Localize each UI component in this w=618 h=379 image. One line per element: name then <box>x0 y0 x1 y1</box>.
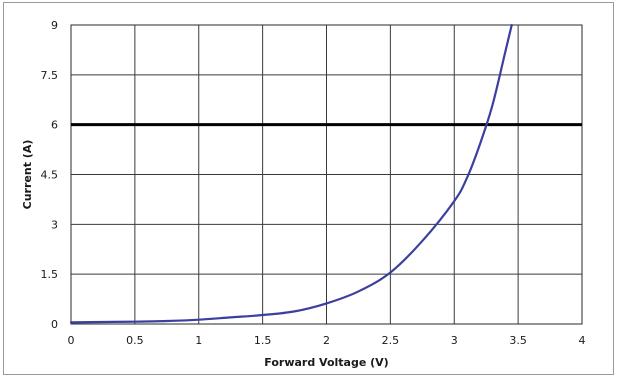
y-tick-label: 3 <box>51 218 58 231</box>
y-tick-labels: 0 1.5 3 4.5 6 7.5 9 <box>41 19 59 331</box>
x-tick-label: 4 <box>579 334 586 347</box>
x-tick-label: 0 <box>68 334 75 347</box>
x-tick-label: 1 <box>195 334 202 347</box>
y-tick-label: 6 <box>51 119 58 132</box>
y-tick-label: 7.5 <box>41 69 59 82</box>
x-tick-label: 3.5 <box>509 334 527 347</box>
plot-area-border <box>70 24 583 325</box>
x-tick-label: 2.5 <box>382 334 400 347</box>
series-lines <box>69 23 513 324</box>
y-tick-label: 4.5 <box>41 169 59 182</box>
grid-lines <box>70 24 583 325</box>
x-tick-label: 3 <box>451 334 458 347</box>
y-tick-label: 1.5 <box>41 268 59 281</box>
y-tick-label: 9 <box>51 19 58 32</box>
chart-frame <box>3 2 614 375</box>
series-line <box>69 23 513 324</box>
x-axis-label: Forward Voltage (V) <box>264 356 388 369</box>
x-tick-label: 2 <box>323 334 330 347</box>
x-tick-labels: 0 0.5 1 1.5 2 2.5 3 3.5 4 <box>68 334 586 347</box>
x-tick-label: 0.5 <box>126 334 144 347</box>
y-tick-label: 0 <box>51 318 58 331</box>
y-axis-label: Current (A) <box>21 140 34 210</box>
x-tick-label: 1.5 <box>254 334 272 347</box>
